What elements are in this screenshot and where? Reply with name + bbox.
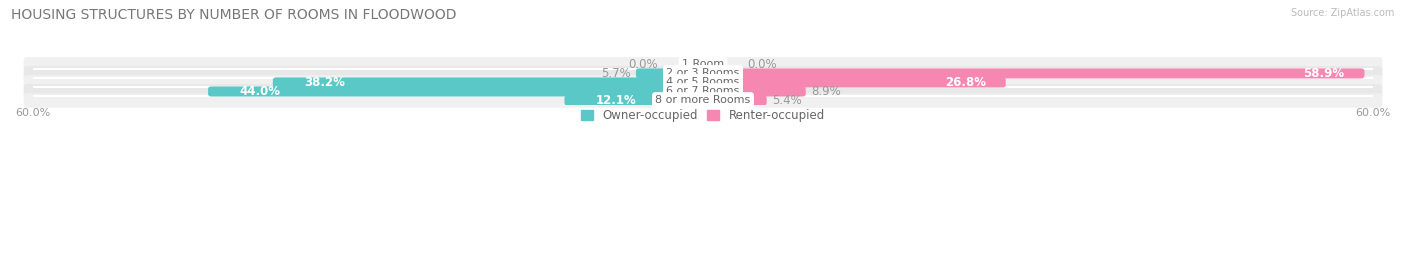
FancyBboxPatch shape [24,93,1382,108]
Text: HOUSING STRUCTURES BY NUMBER OF ROOMS IN FLOODWOOD: HOUSING STRUCTURES BY NUMBER OF ROOMS IN… [11,8,457,22]
Text: Source: ZipAtlas.com: Source: ZipAtlas.com [1291,8,1395,18]
FancyBboxPatch shape [24,84,1382,99]
Text: 5.4%: 5.4% [772,94,801,107]
FancyBboxPatch shape [24,66,1382,81]
Text: 6 or 7 Rooms: 6 or 7 Rooms [666,86,740,96]
Text: 26.8%: 26.8% [945,76,986,89]
Text: 58.9%: 58.9% [1303,67,1344,80]
Legend: Owner-occupied, Renter-occupied: Owner-occupied, Renter-occupied [576,105,830,127]
Text: 8 or more Rooms: 8 or more Rooms [655,96,751,106]
FancyBboxPatch shape [700,68,1364,79]
FancyBboxPatch shape [700,86,806,96]
FancyBboxPatch shape [208,86,706,96]
Text: 12.1%: 12.1% [596,94,637,107]
FancyBboxPatch shape [24,57,1382,72]
Text: 0.0%: 0.0% [628,58,658,71]
Text: 8.9%: 8.9% [811,85,841,98]
Text: 44.0%: 44.0% [239,85,280,98]
Text: 38.2%: 38.2% [304,76,344,89]
FancyBboxPatch shape [24,75,1382,90]
FancyBboxPatch shape [636,68,706,79]
Text: 1 Room: 1 Room [682,59,724,69]
FancyBboxPatch shape [700,77,1005,87]
Text: 4 or 5 Rooms: 4 or 5 Rooms [666,77,740,87]
Text: 0.0%: 0.0% [748,58,778,71]
FancyBboxPatch shape [273,77,706,87]
FancyBboxPatch shape [700,95,766,106]
FancyBboxPatch shape [564,95,706,106]
Text: 5.7%: 5.7% [600,67,630,80]
Text: 2 or 3 Rooms: 2 or 3 Rooms [666,68,740,78]
